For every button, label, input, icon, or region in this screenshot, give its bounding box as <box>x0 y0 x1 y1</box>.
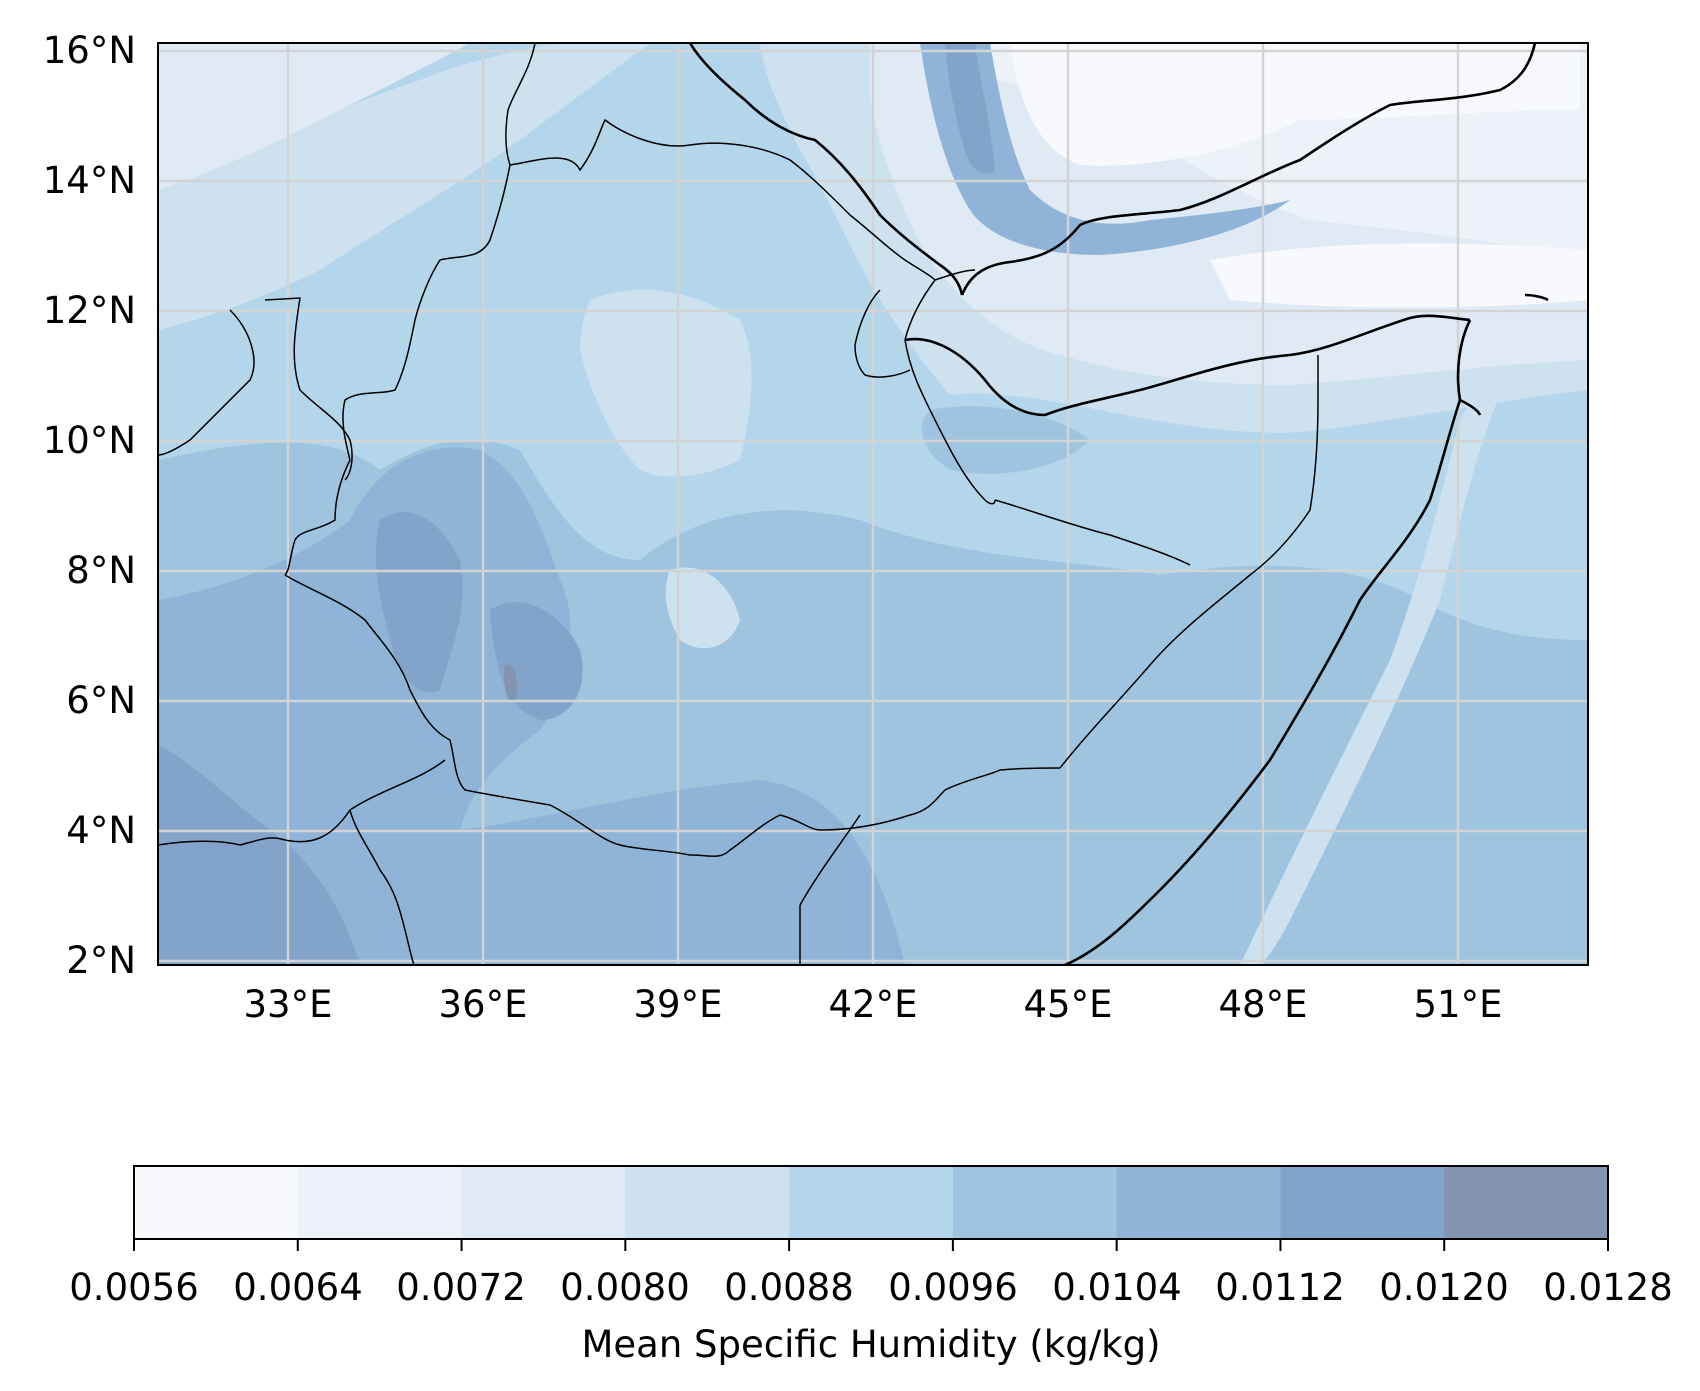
humidity-band-0096-se <box>1460 800 1588 965</box>
lat-tick-label: 6°N <box>66 679 136 722</box>
humidity-band-0104-redsea <box>920 43 1290 255</box>
lon-tick-label: 42°E <box>829 983 918 1026</box>
lat-tick-label: 2°N <box>66 939 136 982</box>
colorbar-label: Mean Specific Humidity (kg/kg) <box>581 1323 1160 1366</box>
humidity-band-0112-redsea <box>945 43 995 174</box>
colorbar-tick-label: 0.0112 <box>1215 1266 1344 1309</box>
colorbar-tick-label: 0.0088 <box>724 1266 853 1309</box>
colorbar: 0.0056 0.0064 0.0072 0.0080 0.0088 0.009… <box>69 1165 1673 1366</box>
colorbar-ticks <box>133 1239 1609 1251</box>
lon-tick-label: 39°E <box>634 983 723 1026</box>
map-panel: 33°E 36°E 39°E 42°E 45°E 48°E 51°E 16°N … <box>43 29 1589 1026</box>
humidity-band-0104-core <box>375 512 463 693</box>
lon-tick-label: 51°E <box>1414 983 1503 1026</box>
colorbar-tick-label: 0.0064 <box>233 1266 362 1309</box>
humidity-band-0112-sw <box>158 745 360 965</box>
lat-tick-label: 12°N <box>43 289 136 332</box>
lat-tick-label: 8°N <box>66 549 136 592</box>
colorbar-swatch <box>789 1166 954 1239</box>
latitude-labels: 16°N 14°N 12°N 10°N 8°N 6°N 4°N 2°N <box>43 29 136 982</box>
map-frame <box>157 42 1589 966</box>
humidity-band-0056 <box>1010 43 1580 166</box>
colorbar-tick-label: 0.0120 <box>1379 1266 1508 1309</box>
humidity-band-0080-nw <box>158 43 650 330</box>
humidity-field <box>158 43 1588 965</box>
lat-tick-label: 16°N <box>43 29 136 72</box>
lon-tick-label: 48°E <box>1219 983 1308 1026</box>
colorbar-swatch <box>134 1166 299 1239</box>
colorbar-tick-label: 0.0096 <box>888 1266 1017 1309</box>
colorbar-swatch <box>625 1166 790 1239</box>
colorbar-tick-labels: 0.0056 0.0064 0.0072 0.0080 0.0088 0.009… <box>69 1266 1672 1309</box>
colorbar-swatch <box>1280 1166 1445 1239</box>
gridlines <box>158 43 1588 965</box>
colorbar-swatches <box>134 1166 1609 1239</box>
colorbar-swatch <box>1444 1166 1609 1239</box>
colorbar-swatch <box>297 1166 463 1239</box>
colorbar-tick-label: 0.0072 <box>396 1266 525 1309</box>
colorbar-tick-label: 0.0056 <box>69 1266 198 1309</box>
colorbar-tick-label: 0.0080 <box>560 1266 689 1309</box>
humidity-band-0072-nw <box>158 43 470 190</box>
humidity-band-0056-east <box>1210 243 1588 308</box>
colorbar-tick-label: 0.0128 <box>1543 1266 1672 1309</box>
colorbar-swatch <box>952 1166 1118 1239</box>
coastlines <box>688 43 1549 965</box>
longitude-labels: 33°E 36°E 39°E 42°E 45°E 48°E 51°E <box>244 983 1503 1026</box>
lat-tick-label: 4°N <box>66 809 136 852</box>
humidity-band-0080-central-south <box>665 567 740 649</box>
humidity-band-0080-somali-coast <box>1240 393 1500 965</box>
colorbar-swatch <box>1116 1166 1281 1239</box>
country-borders <box>158 43 1319 965</box>
colorbar-swatch <box>461 1166 626 1239</box>
lon-tick-label: 36°E <box>439 983 528 1026</box>
lat-tick-label: 14°N <box>43 159 136 202</box>
lon-tick-label: 45°E <box>1024 983 1113 1026</box>
humidity-band-0120-core <box>504 664 517 701</box>
lon-tick-label: 33°E <box>244 983 333 1026</box>
colorbar-tick-label: 0.0104 <box>1052 1266 1181 1309</box>
colorbar-frame <box>133 1165 1609 1240</box>
humidity-band-0080-central <box>580 289 752 477</box>
lat-tick-label: 10°N <box>43 419 136 462</box>
